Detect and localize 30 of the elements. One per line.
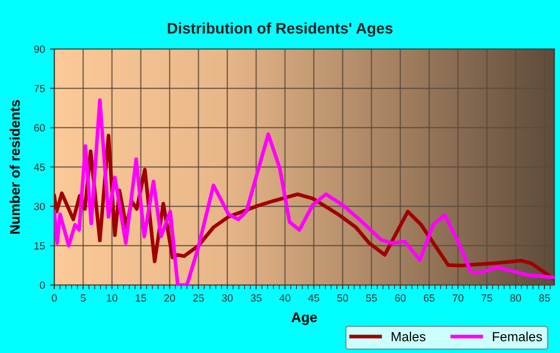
y-tick-label: 30 [34,202,45,210]
x-tick-label: 30 [222,294,233,302]
x-tick-label: 5 [80,294,86,302]
legend-label: Males [392,332,426,342]
y-axis-title: Number of residents [10,100,20,234]
x-axis-title: Age [292,312,317,326]
y-tick-label: 90 [34,46,45,53]
x-tick-label: 0 [52,294,57,302]
x-tick-label: 85 [539,294,550,302]
x-tick-label: 65 [424,294,435,302]
y-tick-label: 15 [34,242,45,250]
x-tick-label: 20 [164,294,176,302]
y-tick-label: 0 [40,282,45,289]
x-tick-label: 45 [308,294,320,302]
x-tick-label: 25 [193,294,204,302]
x-tick-label: 15 [136,294,146,302]
chart-title: Distribution of Residents' Ages [168,22,393,37]
x-tick-label: 80 [510,294,522,302]
legend-label: Females [492,332,542,342]
y-tick-label: 45 [34,164,45,171]
x-tick-label: 55 [366,294,377,302]
x-tick-label: 40 [279,294,290,302]
x-tick-label: 50 [337,294,348,302]
x-tick-label: 70 [452,294,464,302]
y-tick-label: 60 [34,124,45,132]
x-tick-label: 75 [482,294,492,302]
x-tick-label: 35 [250,294,262,302]
x-tick-label: 60 [395,294,406,302]
x-tick-label: 10 [106,294,118,302]
y-tick-label: 75 [34,84,45,92]
